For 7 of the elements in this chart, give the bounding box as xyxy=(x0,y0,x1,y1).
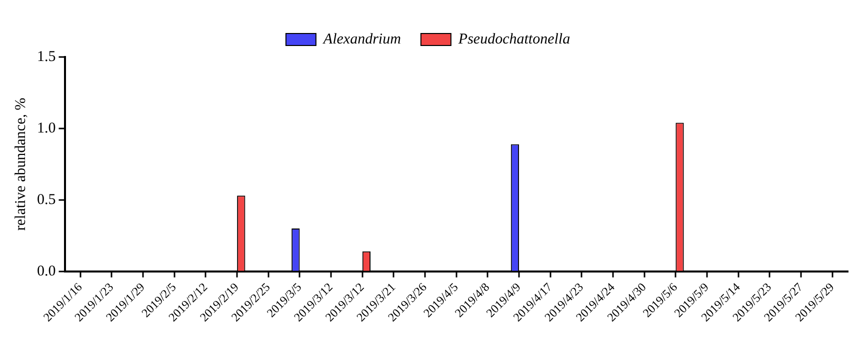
y-tick-label: 0.5 xyxy=(37,192,56,208)
y-tick-label: 0.0 xyxy=(37,263,56,280)
y-axis-title: relative abundance, % xyxy=(12,98,29,231)
y-tick-label: 1.0 xyxy=(37,120,56,136)
legend-label: Alexandrium xyxy=(322,31,402,48)
legend-label: Pseudochattonella xyxy=(457,31,570,48)
y-tick-label: 1.5 xyxy=(37,48,56,65)
